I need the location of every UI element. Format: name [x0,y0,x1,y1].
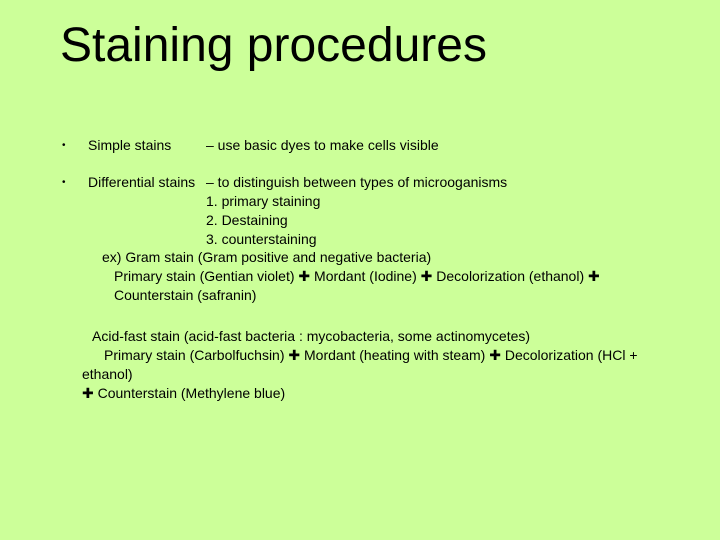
bullet-icon: • [62,173,88,190]
bullet-label: Differential stains [88,173,206,192]
example-chain: Primary stain (Gentian violet) ✚ Mordant… [62,267,672,305]
acid-chain-wrap: ethanol) [62,365,672,384]
step-line: 3. counterstaining [62,230,672,249]
bullet-icon: • [62,136,88,153]
slide-title: Staining procedures [60,18,487,73]
bullet-desc: – to distinguish between types of microo… [206,173,672,192]
slide-body: • Simple stains – use basic dyes to make… [62,136,672,403]
step-line: 2. Destaining [62,211,672,230]
example-lead: ex) Gram stain (Gram positive and negati… [62,248,672,267]
acid-lead: Acid-fast stain (acid-fast bacteria : my… [62,327,672,346]
acid-chain-line1: Primary stain (Carbolfuchsin) ✚ Mordant … [62,346,672,365]
acid-chain-line2: ✚ Counterstain (Methylene blue) [62,384,672,403]
bullet-desc: – use basic dyes to make cells visible [206,136,672,155]
step-line: 1. primary staining [62,192,672,211]
bullet-row-simple: • Simple stains – use basic dyes to make… [62,136,672,155]
slide: Staining procedures • Simple stains – us… [0,0,720,540]
bullet-label: Simple stains [88,136,206,155]
bullet-row-differential: • Differential stains – to distinguish b… [62,173,672,403]
